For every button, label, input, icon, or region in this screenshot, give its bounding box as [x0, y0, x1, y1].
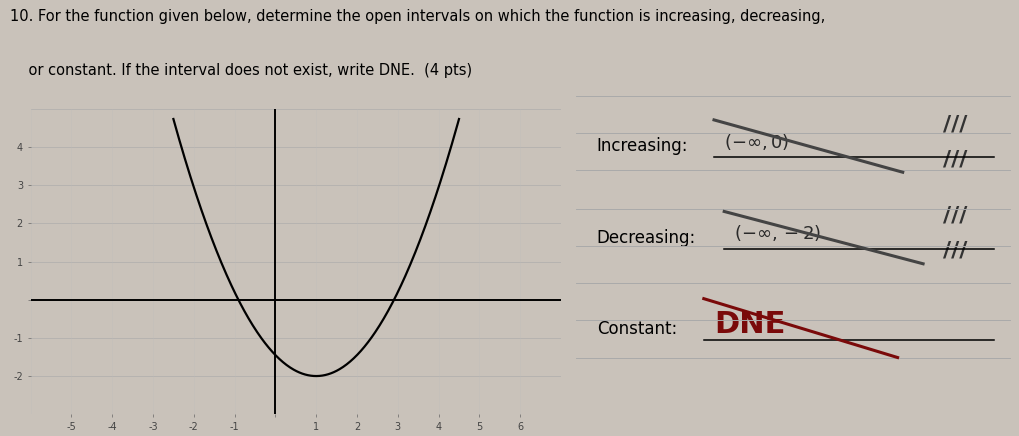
Text: ///: /// [943, 241, 967, 261]
Text: Increasing:: Increasing: [596, 137, 688, 155]
Text: Constant:: Constant: [596, 320, 677, 338]
Text: or constant. If the interval does not exist, write DNE.  (4 pts): or constant. If the interval does not ex… [10, 63, 472, 78]
Text: 10. For the function given below, determine the open intervals on which the func: 10. For the function given below, determ… [10, 9, 824, 24]
Text: $(-\infty, -2)$: $(-\infty, -2)$ [734, 223, 821, 243]
Text: $(-\infty, 0)$: $(-\infty, 0)$ [723, 132, 789, 152]
Text: Decreasing:: Decreasing: [596, 228, 695, 247]
Text: ///: /// [943, 149, 967, 169]
Text: DNE: DNE [713, 310, 785, 339]
Text: ///: /// [943, 206, 967, 226]
Text: ///: /// [943, 114, 967, 134]
